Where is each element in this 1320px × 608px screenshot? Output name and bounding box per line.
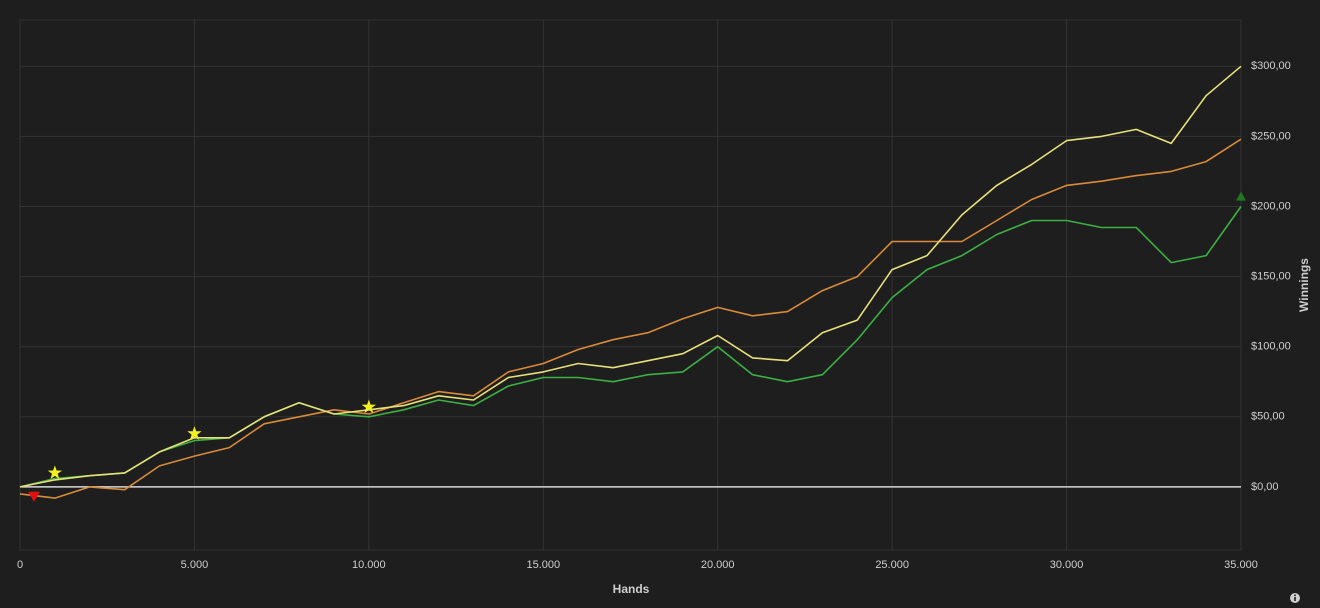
info-icon[interactable] — [1290, 593, 1300, 603]
x-tick-label: 0 — [17, 559, 23, 571]
y-tick-label: $100,00 — [1251, 341, 1291, 353]
marker — [27, 491, 40, 502]
y-tick-label: $250,00 — [1251, 130, 1291, 142]
series-line — [19, 65, 1242, 488]
series-line — [19, 138, 1242, 499]
x-tick-label: 25.000 — [875, 559, 909, 571]
y-tick-label: $300,00 — [1251, 60, 1291, 72]
y-tick-label: $50,00 — [1251, 411, 1285, 423]
marker — [361, 399, 376, 414]
marker — [47, 465, 62, 479]
x-tick-label: 15.000 — [526, 559, 560, 571]
x-tick-label: 10.000 — [352, 559, 386, 571]
x-tick-label: 5.000 — [181, 559, 209, 571]
marker — [187, 426, 202, 440]
y-tick-label: $200,00 — [1251, 200, 1291, 212]
x-tick-label: 20.000 — [701, 559, 735, 571]
x-tick-label: 35.000 — [1224, 559, 1258, 571]
x-axis-label: Hands — [613, 582, 650, 596]
y-tick-label: $0,00 — [1251, 481, 1279, 493]
y-tick-label: $150,00 — [1251, 270, 1291, 282]
x-tick-label: 30.000 — [1050, 559, 1084, 571]
marker — [1236, 191, 1246, 201]
y-axis-label: Winnings — [1297, 258, 1311, 312]
